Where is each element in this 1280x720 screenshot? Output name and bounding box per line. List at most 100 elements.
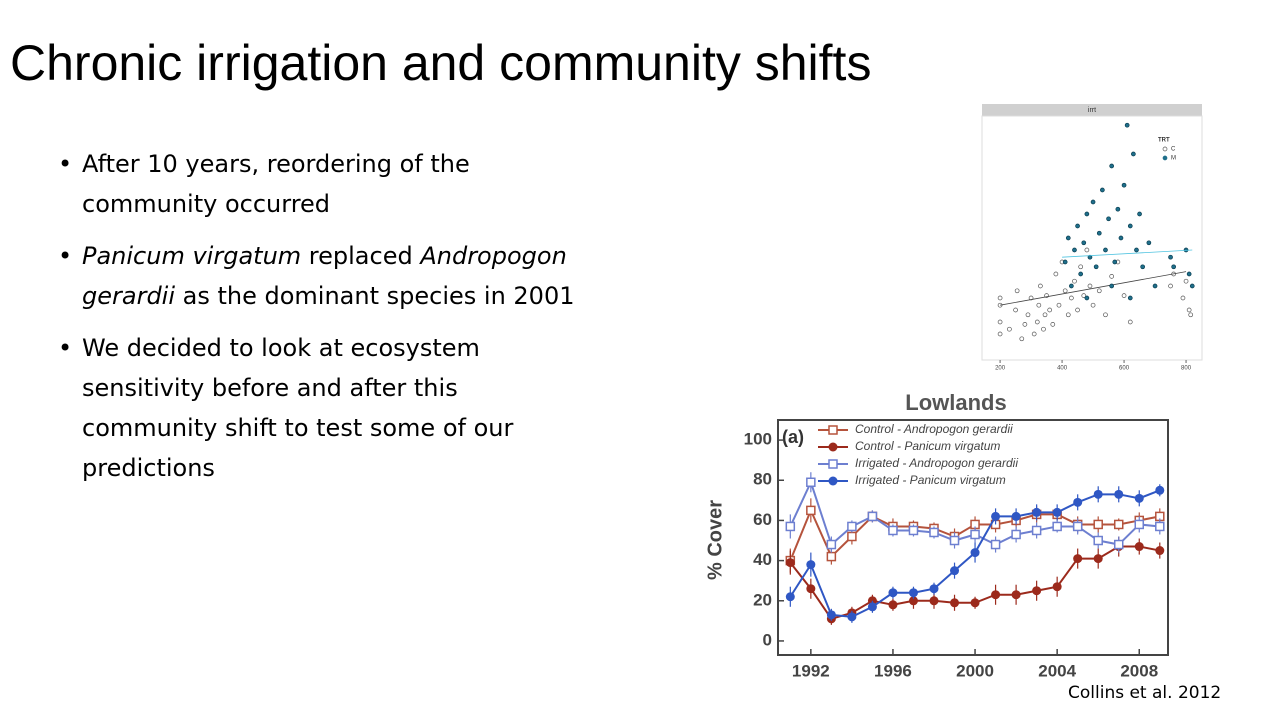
scatter-point [1121, 182, 1127, 188]
marker [950, 598, 960, 608]
marker [1093, 554, 1103, 564]
trend-line [1000, 271, 1187, 306]
scatter-point [1087, 283, 1093, 289]
scatter-point [1103, 247, 1108, 253]
scatter-point [1096, 288, 1102, 294]
scatter-point [1168, 254, 1173, 260]
y-tick-label: 60 [753, 510, 772, 529]
marker [847, 612, 857, 622]
scatter-point [1069, 283, 1074, 289]
marker [970, 598, 980, 608]
scatter-point [1075, 307, 1080, 313]
scatter-point [1065, 235, 1071, 241]
x-tick-label: 200 [995, 366, 1006, 372]
scatter-point [1038, 283, 1043, 289]
marker [826, 610, 836, 620]
marker [1155, 521, 1165, 532]
scatter-point [1022, 322, 1028, 327]
y-tick-label: 0 [763, 630, 772, 649]
legend-label: Control - Panicum virgatum [855, 439, 1000, 453]
citation: Collins et al. 2012 [1068, 683, 1222, 703]
scatter-point [997, 319, 1003, 325]
y-tick-label: 80 [753, 470, 772, 489]
scatter-point [997, 331, 1003, 337]
marker [785, 521, 796, 532]
marker [888, 600, 898, 610]
scatter-point [1183, 278, 1189, 284]
marker [1011, 590, 1021, 600]
scatter-point [1115, 206, 1121, 212]
marker [1032, 507, 1042, 517]
bullet-text: replaced [301, 242, 421, 270]
y-tick-label: 100 [744, 430, 772, 449]
trend-line [1062, 249, 1193, 258]
marker [888, 588, 898, 598]
scatter-point [1109, 283, 1115, 289]
marker [1093, 489, 1103, 499]
marker [929, 527, 939, 538]
marker [867, 511, 878, 522]
bullet: After 10 years, reordering of the commun… [58, 144, 598, 224]
x-tick-label: 1996 [874, 661, 912, 680]
marker [949, 535, 960, 546]
scatter-point [1109, 274, 1115, 279]
panel-strip [982, 104, 1202, 116]
marker [1052, 507, 1062, 517]
legend-marker [1162, 146, 1168, 152]
bullet: Panicum virgatum replaced Andropogon ger… [58, 236, 598, 316]
scatter-point [1127, 223, 1133, 229]
scatter-point [1137, 211, 1142, 217]
scatter-point [1093, 264, 1099, 270]
marker [1134, 519, 1145, 530]
scatter-point [1168, 283, 1173, 289]
scatter-point [1134, 247, 1139, 253]
scatter-point [1188, 312, 1194, 318]
marker [908, 525, 919, 536]
scatter-point [1127, 319, 1133, 325]
x-tick-label: 2000 [956, 661, 994, 680]
scatter-point [1062, 259, 1068, 265]
scatter-point [1075, 223, 1080, 229]
scatter-point [1042, 312, 1048, 318]
legend-label: Control - Andropogon gerardii [855, 422, 1013, 436]
plot-frame [777, 419, 1169, 656]
scatter-point [1019, 336, 1025, 342]
scatter-point [1069, 295, 1074, 301]
marker [1134, 493, 1144, 503]
x-tick-label: 2004 [1038, 661, 1076, 680]
marker [1134, 542, 1144, 552]
scatter-point [1131, 151, 1136, 157]
x-tick-label: 2008 [1120, 661, 1158, 680]
marker [1093, 535, 1103, 546]
scatter-point [1081, 240, 1087, 246]
chart-title: Lowlands [905, 390, 1006, 415]
marker [908, 596, 918, 606]
scatter-point [1090, 302, 1096, 308]
scatter-point [1062, 288, 1068, 294]
y-tick-label: 20 [753, 590, 772, 609]
marker [970, 548, 980, 558]
scatter-point [1078, 264, 1084, 270]
legend-title: TRT [1158, 138, 1170, 144]
marker [785, 558, 795, 568]
scatter-point [1112, 259, 1118, 265]
x-tick-label: 600 [1119, 366, 1130, 372]
legend-label: Irrigated - Andropogon gerardii [855, 456, 1018, 470]
scatter-point [1171, 264, 1177, 270]
scatter-point [1072, 278, 1077, 284]
y-axis-label: % Cover [704, 500, 726, 580]
marker [826, 539, 837, 550]
scatter-point [1109, 163, 1115, 169]
marker [1155, 546, 1165, 556]
plot-panel [981, 115, 1203, 361]
scatter-point [1121, 293, 1127, 298]
legend-label: C [1171, 147, 1176, 153]
marker [806, 505, 816, 516]
scatter-point [1084, 295, 1090, 301]
scatter-point [1087, 254, 1093, 260]
scatter-point [997, 295, 1003, 301]
marker [806, 584, 816, 594]
bullet: We decided to look at ecosystem sensitiv… [58, 328, 598, 488]
scatter-point [1065, 312, 1071, 318]
